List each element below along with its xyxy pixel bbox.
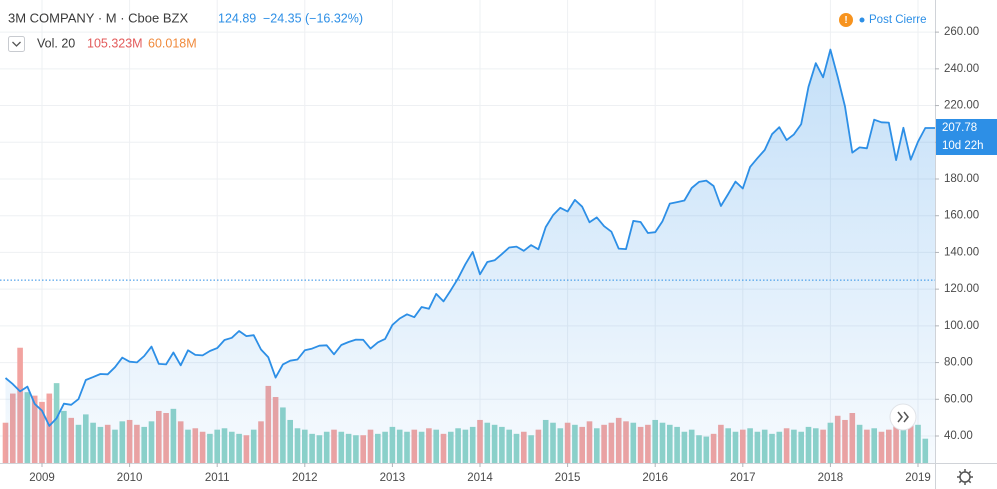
last-value: 124.89 — [218, 11, 256, 25]
last-price-label: 207.78 — [942, 122, 977, 134]
volume-title: Vol. 20 — [37, 36, 75, 50]
change-percent: (−16.32%) — [305, 11, 363, 25]
x-tick-label: 2012 — [292, 472, 318, 484]
scroll-right-button[interactable] — [889, 403, 917, 431]
settings-button[interactable] — [957, 469, 973, 485]
y-tick-label: 220.00 — [944, 100, 979, 112]
price-line — [4, 48, 935, 427]
y-tick-label: 80.00 — [944, 357, 973, 369]
x-tick-label: 2011 — [205, 472, 230, 484]
chart-title: 3M COMPANY · M · Cboe BZX — [8, 10, 188, 25]
change: −24.35 — [263, 11, 302, 25]
y-tick-label: 160.00 — [944, 210, 979, 222]
alert-icon — [839, 13, 853, 27]
x-tick-label: 2015 — [555, 472, 581, 484]
y-tick-label: 60.00 — [944, 393, 973, 405]
y-tick-label: 140.00 — [944, 246, 979, 258]
y-tick-label: 180.00 — [944, 173, 979, 185]
price-pane — [0, 48, 935, 463]
x-tick-label: 2009 — [29, 472, 55, 484]
gear-teeth — [957, 469, 973, 485]
y-tick-label: 240.00 — [944, 63, 979, 75]
x-tick-label: 2014 — [467, 472, 493, 484]
x-tick-label: 2016 — [642, 472, 668, 484]
last-price-box — [936, 118, 997, 137]
gear-ring — [959, 471, 971, 483]
scroll-button-circle — [889, 403, 917, 431]
x-tick-label: 2019 — [905, 472, 931, 484]
alert-mark: ! — [844, 15, 847, 26]
y-tick-label: 260.00 — [944, 26, 979, 38]
x-tick-label: 2018 — [818, 472, 844, 484]
y-tick-label: 40.00 — [944, 430, 973, 442]
collapse-box — [8, 36, 25, 52]
y-tick-label: 120.00 — [944, 283, 979, 295]
x-tick-label: 2010 — [117, 472, 143, 484]
volume-value: 105.323M — [87, 36, 143, 50]
volume-ma: 60.018M — [148, 36, 197, 50]
countdown-label: 10d 22h — [942, 140, 984, 152]
x-tick-label: 2017 — [730, 472, 756, 484]
scroll-icon — [897, 411, 909, 423]
collapse-button[interactable] — [8, 36, 25, 52]
status-text: Post Cierre — [869, 14, 927, 26]
x-tick-label: 2013 — [380, 472, 406, 484]
status-indicator[interactable]: ! Post Cierre — [839, 13, 927, 27]
axes: 40.00 60.00 80.00 100.00 120.00 140.00 160.00 1… — [29, 26, 997, 484]
y-tick-label: 100.00 — [944, 320, 979, 332]
status-dot — [859, 17, 865, 23]
collapse-chevron — [12, 41, 21, 47]
countdown-box — [936, 136, 997, 155]
